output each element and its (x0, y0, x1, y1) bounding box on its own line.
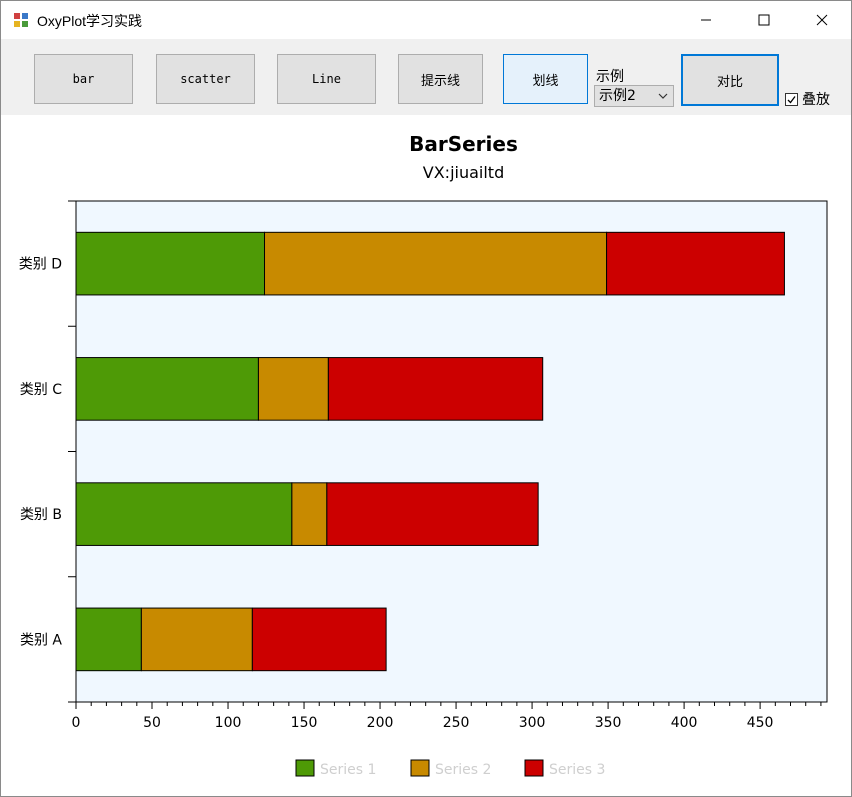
chart-subtitle: VX:jiuailtd (423, 163, 504, 182)
draw-line-button[interactable]: 划线 (503, 54, 588, 104)
x-tick-label: 300 (519, 715, 546, 731)
bar-3 (606, 231, 785, 296)
y-tick-label: 类别 D (19, 257, 62, 273)
x-tick-label: 50 (143, 715, 161, 731)
stack-checkbox[interactable]: 叠放 (785, 89, 830, 109)
example-label: 示例 (596, 69, 624, 85)
toolbar: bar scatter Line 提示线 划线 示例 示例2 对比 叠放 (1, 39, 851, 115)
close-icon (816, 14, 828, 26)
example-select-value: 示例2 (599, 88, 636, 104)
bar-1 (75, 231, 266, 296)
hint-line-button[interactable]: 提示线 (398, 54, 483, 104)
bar-3 (251, 607, 387, 672)
y-tick-label: 类别 B (20, 507, 62, 523)
bar-button[interactable]: bar (34, 54, 133, 104)
stack-label: 叠放 (802, 92, 830, 108)
chart-title: BarSeries (409, 132, 518, 156)
bar-1 (75, 482, 293, 546)
legend-label: Series 1 (320, 762, 376, 778)
x-tick-label: 450 (747, 715, 774, 731)
x-tick-label: 200 (367, 715, 394, 731)
checkbox-box[interactable] (785, 92, 798, 106)
bar-2 (264, 231, 608, 296)
line-button[interactable]: Line (277, 54, 376, 104)
window-title: OxyPlot学习实践 (37, 13, 143, 29)
legend-swatch (295, 759, 315, 777)
legend-label: Series 2 (435, 762, 491, 778)
example-select[interactable]: 示例2 (594, 85, 674, 107)
bar-3 (326, 482, 539, 546)
close-button[interactable] (793, 1, 851, 39)
bar-2 (140, 607, 253, 672)
bar-chart: BarSeries VX:jiuailtd 类别 A 类别 B 类别 C 类别 D 0 50 1… (19, 132, 828, 778)
minimize-icon (701, 19, 711, 21)
bar-3 (327, 357, 544, 421)
y-tick-label: 类别 C (20, 382, 62, 398)
bar-2 (257, 357, 329, 421)
x-tick-label: 0 (72, 715, 81, 731)
maximize-icon (758, 14, 770, 26)
x-tick-label: 400 (671, 715, 698, 731)
app-icon (14, 13, 28, 27)
legend-swatch (410, 759, 430, 777)
x-tick-label: 100 (215, 715, 242, 731)
x-tick-label: 350 (595, 715, 622, 731)
bar-2 (291, 482, 328, 546)
chevron-down-icon (658, 93, 668, 99)
title-bar[interactable]: OxyPlot学习实践 (1, 1, 851, 39)
x-tick-label: 250 (443, 715, 470, 731)
check-icon (787, 95, 796, 103)
bar-1 (75, 357, 259, 421)
scatter-button[interactable]: scatter (156, 54, 255, 104)
minimize-button[interactable] (677, 1, 735, 39)
bar-1 (75, 607, 142, 672)
maximize-button[interactable] (735, 1, 793, 39)
compare-button[interactable]: 对比 (681, 54, 779, 106)
legend-swatch (524, 759, 544, 777)
legend-label: Series 3 (549, 762, 605, 778)
y-tick-label: 类别 A (20, 632, 62, 648)
x-tick-label: 150 (291, 715, 318, 731)
